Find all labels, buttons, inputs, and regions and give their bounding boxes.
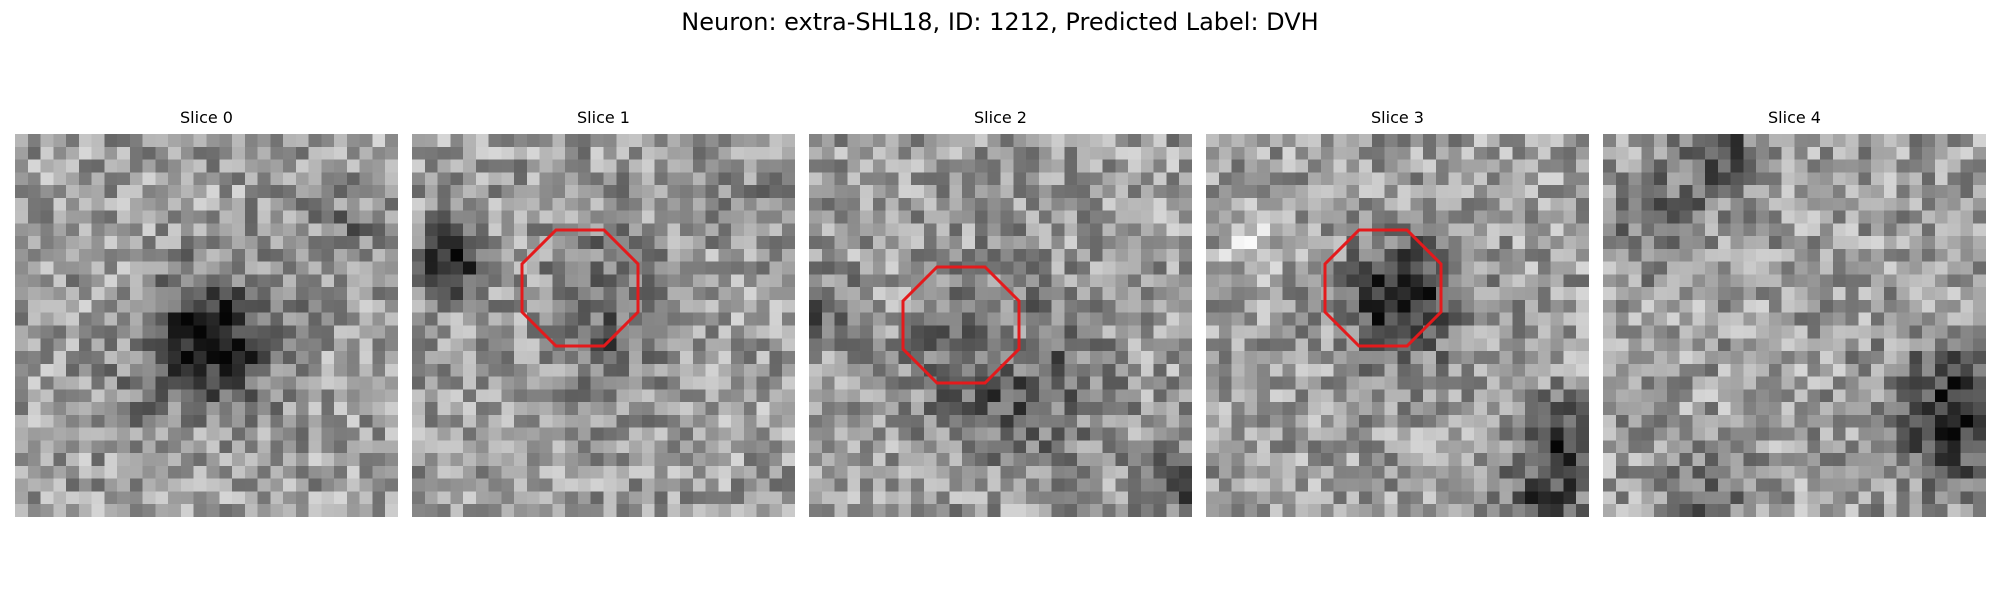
slice-panel-3: Slice 3 — [1206, 108, 1589, 517]
slice-panel-4: Slice 4 — [1603, 108, 1986, 517]
slice-image — [1206, 134, 1589, 517]
slice-panel-2: Slice 2 — [809, 108, 1192, 517]
slice-title: Slice 0 — [180, 108, 233, 127]
slice-image — [412, 134, 795, 517]
slice-image — [809, 134, 1192, 517]
slice-title: Slice 4 — [1768, 108, 1821, 127]
slice-panel-0: Slice 0 — [15, 108, 398, 517]
slice-panel-1: Slice 1 — [412, 108, 795, 517]
slice-title: Slice 2 — [974, 108, 1027, 127]
slice-image — [15, 134, 398, 517]
figure-title: Neuron: extra-SHL18, ID: 1212, Predicted… — [681, 8, 1319, 36]
slice-title: Slice 3 — [1371, 108, 1424, 127]
slice-image — [1603, 134, 1986, 517]
slice-title: Slice 1 — [577, 108, 630, 127]
